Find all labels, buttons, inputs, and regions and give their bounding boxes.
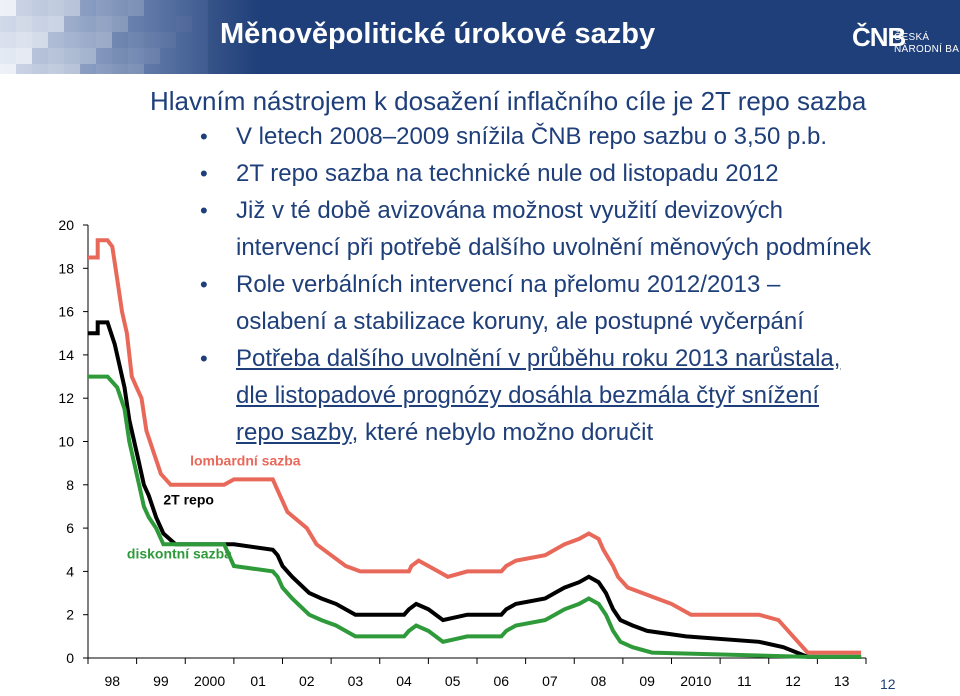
x-tick-label: 12 bbox=[785, 673, 801, 689]
x-tick-label: 05 bbox=[445, 673, 461, 689]
slide-text: Hlavním nástrojem k dosažení inflačního … bbox=[150, 84, 871, 451]
x-tick-label: 98 bbox=[105, 673, 121, 689]
bullet-list: V letech 2008–2009 snížila ČNB repo sazb… bbox=[150, 118, 871, 451]
bullet-rest-text: , které nebylo možno doručit bbox=[351, 419, 654, 446]
bullet-line: intervencí při potřebě dalšího uvolnění … bbox=[236, 234, 872, 261]
series-label: 2T repo bbox=[163, 491, 214, 507]
series-label: diskontní sazba bbox=[127, 545, 232, 561]
slide-header: Měnověpolitické úrokové sazby ČNB ČESKÁ … bbox=[0, 0, 960, 74]
x-tick-label: 01 bbox=[250, 673, 266, 689]
series-line bbox=[88, 238, 862, 655]
chart-series bbox=[88, 238, 862, 659]
y-tick-label: 4 bbox=[66, 563, 74, 579]
bullet-line: Potřeba dalšího uvolnění v průběhu roku … bbox=[236, 345, 841, 372]
bullet-line: dle listopadové prognózy dosáhla bezmála… bbox=[236, 382, 820, 409]
bullet-line: Již v té době avizována možnost využití … bbox=[236, 197, 783, 224]
bullet-line: Role verbálních intervencí na přelomu 20… bbox=[236, 271, 781, 298]
bullet-line: repo sazby, které nebylo možno doručit bbox=[236, 414, 871, 451]
slide-title: Měnověpolitické úrokové sazby bbox=[220, 18, 656, 50]
slide-heading: Hlavním nástrojem k dosažení inflačního … bbox=[150, 86, 867, 116]
series-label: lombardní sazba bbox=[190, 452, 301, 468]
x-tick-label: 09 bbox=[639, 673, 655, 689]
bullet-item: Role verbálních intervencí na přelomu 20… bbox=[150, 266, 871, 340]
x-tick-label: 08 bbox=[591, 673, 607, 689]
logo-line2: NÁRODNÍ BANKA bbox=[894, 44, 960, 55]
bullet-line: 2T repo sazba na technické nule od listo… bbox=[236, 160, 779, 187]
x-tick-label: 02 bbox=[299, 673, 315, 689]
page-number: 12 bbox=[880, 676, 896, 692]
bullet-item: V letech 2008–2009 snížila ČNB repo sazb… bbox=[150, 118, 871, 155]
x-tick-label: 13 bbox=[834, 673, 850, 689]
logo-line1: ČESKÁ bbox=[894, 32, 930, 43]
y-tick-label: 6 bbox=[66, 520, 74, 536]
x-tick-label: 04 bbox=[396, 673, 412, 689]
y-tick-label: 14 bbox=[58, 347, 74, 363]
bullet-item: Potřeba dalšího uvolnění v průběhu roku … bbox=[150, 340, 871, 451]
bullet-line: V letech 2008–2009 snížila ČNB repo sazb… bbox=[236, 123, 828, 150]
y-tick-label: 18 bbox=[58, 260, 74, 276]
bullet-line: oslabení a stabilizace koruny, ale postu… bbox=[236, 308, 804, 335]
y-tick-label: 20 bbox=[58, 217, 74, 233]
x-tick-label: 03 bbox=[348, 673, 364, 689]
y-tick-label: 12 bbox=[58, 390, 74, 406]
x-tick-label: 99 bbox=[153, 673, 169, 689]
y-tick-label: 8 bbox=[66, 477, 74, 493]
y-tick-label: 0 bbox=[66, 650, 74, 666]
x-tick-label: 07 bbox=[542, 673, 558, 689]
header-gradient bbox=[0, 0, 260, 74]
x-tick-label: 2010 bbox=[680, 673, 711, 689]
x-tick-label: 06 bbox=[494, 673, 510, 689]
chart-annotations: lombardní sazba 2T repo diskontní sazba bbox=[127, 452, 301, 561]
series-line bbox=[88, 320, 862, 659]
logo-mark: ČNB bbox=[852, 22, 906, 52]
y-tick-label: 2 bbox=[66, 607, 74, 623]
bullet-item: Již v té době avizována možnost využití … bbox=[150, 192, 871, 266]
y-tick-label: 16 bbox=[58, 304, 74, 320]
bullet-underlined-text: repo sazby bbox=[236, 419, 352, 446]
x-tick-label: 11 bbox=[737, 673, 752, 689]
x-tick-label: 2000 bbox=[194, 673, 225, 689]
series-line bbox=[88, 374, 862, 659]
y-tick-label: 10 bbox=[58, 434, 74, 450]
bullet-item: 2T repo sazba na technické nule od listo… bbox=[150, 155, 871, 192]
